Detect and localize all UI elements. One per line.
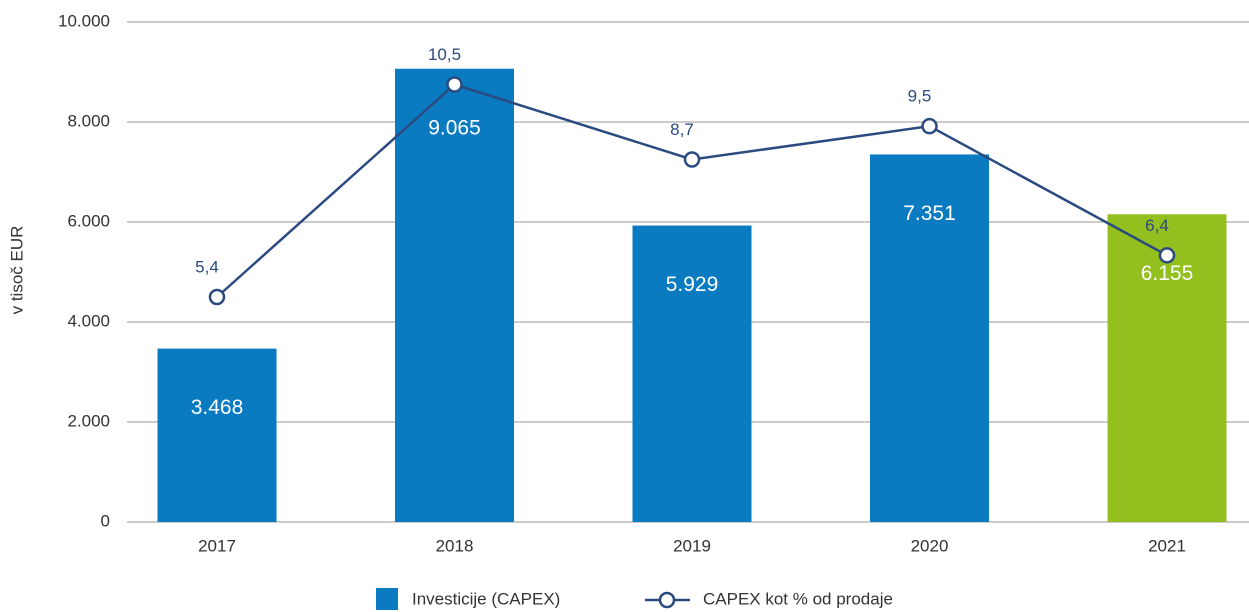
x-tick-label: 2020 <box>911 536 949 555</box>
line-point <box>921 117 938 135</box>
bar-value-label: 9.065 <box>428 116 481 139</box>
y-tick-label: 6.000 <box>67 211 110 230</box>
line-value-label: 10,5 <box>428 45 461 64</box>
bar <box>1107 214 1227 522</box>
bar-value-label: 3.468 <box>191 396 244 419</box>
line-value-label: 8,7 <box>670 120 694 139</box>
legend-label: Investicije (CAPEX) <box>412 589 560 608</box>
x-tick-label: 2018 <box>436 536 474 555</box>
x-tick-label: 2017 <box>198 536 236 555</box>
y-axis-label: v tisoč EUR <box>7 226 26 315</box>
y-tick-label: 10.000 <box>58 11 110 30</box>
bar <box>157 348 277 522</box>
line-value-label: 5,4 <box>195 257 219 276</box>
line-point <box>208 288 226 306</box>
bar-value-label: 6.155 <box>1141 262 1194 285</box>
legend-marker <box>658 591 676 609</box>
y-tick-label: 8.000 <box>67 111 110 130</box>
line-value-label: 9,5 <box>908 87 932 106</box>
bar-value-label: 5.929 <box>666 273 719 296</box>
x-tick-label: 2019 <box>673 536 711 555</box>
y-tick-label: 2.000 <box>67 411 110 430</box>
bar-value-label: 7.351 <box>903 202 956 225</box>
bar <box>395 68 514 522</box>
bar <box>870 154 989 522</box>
bar <box>632 225 752 523</box>
y-tick-label: 4.000 <box>67 311 110 330</box>
line-point <box>446 76 463 93</box>
legend-label: CAPEX kot % od prodaje <box>703 589 893 608</box>
y-tick-label: 0 <box>101 511 110 530</box>
line-point <box>683 151 701 168</box>
x-tick-label: 2021 <box>1148 536 1186 555</box>
legend-swatch <box>376 588 398 610</box>
line-value-label: 6,4 <box>1145 216 1169 235</box>
line-point <box>1158 247 1176 264</box>
